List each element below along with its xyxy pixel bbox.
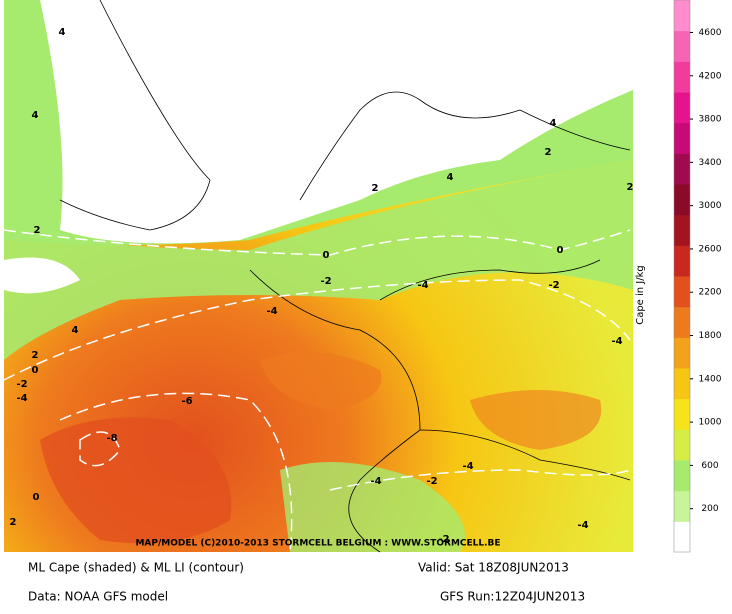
- caption: ML Cape (shaded) & ML LI (contour) Valid…: [28, 561, 585, 604]
- colorbar-tick-label: 4600: [699, 28, 722, 38]
- contour-label: -4: [462, 461, 473, 472]
- contour-label: 4: [72, 325, 79, 336]
- contour-label: -2: [16, 379, 27, 390]
- contour-label: 0: [323, 250, 330, 261]
- contour-label: -4: [266, 306, 277, 317]
- contour-label: -8: [106, 433, 117, 444]
- colorbar-tick-label: 1400: [699, 374, 722, 384]
- colorbar-band: [674, 153, 690, 185]
- colorbar-band: [674, 368, 690, 400]
- colorbar-tick-label: 1000: [699, 418, 722, 428]
- colorbar-tick-label: 3400: [699, 158, 722, 168]
- contour-label: 0: [33, 492, 40, 503]
- colorbar-band: [674, 245, 690, 277]
- caption-title: ML Cape (shaded) & ML LI (contour): [28, 561, 244, 575]
- colorbar-band: [674, 276, 690, 308]
- valid-time: Valid: Sat 18Z08JUN2013: [418, 561, 569, 575]
- colorbar-band: [674, 429, 690, 461]
- copyright: MAP/MODEL (C)2010-2013 STORMCELL BELGIUM…: [135, 539, 500, 549]
- contour-label: 2: [34, 225, 41, 236]
- colorbar-tick-label: 4200: [699, 71, 722, 81]
- colorbar-tick-label: 600: [701, 461, 718, 471]
- contour-label: -4: [611, 336, 622, 347]
- colorbar-band: [674, 398, 690, 430]
- contour-label: 2: [32, 350, 39, 361]
- contour-label: 4: [447, 172, 454, 183]
- contour-label: -2: [426, 476, 437, 487]
- contour-label: 2: [372, 183, 379, 194]
- contour-label: 2: [545, 147, 552, 158]
- contour-label: -4: [370, 476, 381, 487]
- colorbar-band: [674, 521, 690, 553]
- contour-label: -4: [417, 280, 428, 291]
- contour-label: 2: [627, 182, 634, 193]
- colorbar-band: [674, 0, 690, 32]
- contour-label: -4: [577, 520, 588, 531]
- colorbar-band: [674, 490, 690, 522]
- model-run: GFS Run:12Z04JUN2013: [440, 590, 585, 604]
- colorbar-band: [674, 214, 690, 246]
- colorbar-band: [674, 337, 690, 369]
- colorbar-band: [674, 306, 690, 338]
- colorbar-tick-label: 3800: [699, 115, 722, 125]
- colorbar-band: [674, 460, 690, 492]
- contour-label: 4: [59, 27, 66, 38]
- colorbar-tick-label: 2200: [699, 288, 722, 298]
- colorbar-band: [674, 61, 690, 93]
- colorbar-band: [674, 122, 690, 154]
- colorbar-tick-label: 1800: [699, 331, 722, 341]
- colorbar: 200 600 1000 1400 1800 2200 2600 3000 3400 3800 42…: [673, 0, 722, 553]
- contour-label: 4: [550, 118, 557, 129]
- contour-label: -4: [16, 393, 27, 404]
- contour-label: 0: [557, 245, 564, 256]
- contour-label: -2: [438, 534, 449, 545]
- data-source: Data: NOAA GFS model: [28, 590, 168, 604]
- map: 4 4 2 4 2 0 -2 -4 -6 -8 0 2 0 -2 -4 -4 -2 0 -4 -4 -4 -2 -2 -4 2 4…: [3, 0, 634, 553]
- colorbar-label: Cape in J/kg: [635, 265, 646, 325]
- colorbar-tick-label: 2600: [699, 244, 722, 254]
- contour-label: 2: [10, 517, 17, 528]
- colorbar-frame: [673, 0, 691, 553]
- contour-label: -6: [181, 396, 192, 407]
- contour-label: 0: [32, 365, 39, 376]
- colorbar-band: [674, 30, 690, 62]
- colorbar-tick-label: 200: [701, 504, 718, 514]
- contour-label: 4: [32, 110, 39, 121]
- colorbar-band: [674, 92, 690, 124]
- contour-label: -2: [320, 276, 331, 287]
- colorbar-band: [674, 184, 690, 216]
- colorbar-tick-label: 3000: [699, 201, 722, 211]
- contour-label: -2: [548, 280, 559, 291]
